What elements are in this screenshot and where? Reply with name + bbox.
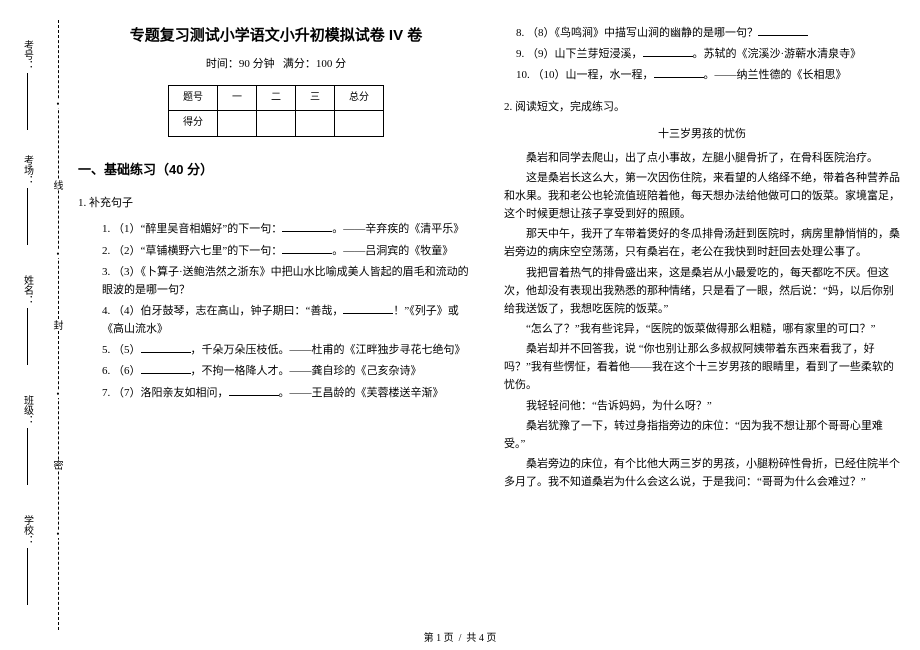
list-item: 2. （2）“草铺横野六七里”的下一句：。——吕洞宾的《牧童》: [102, 242, 474, 260]
field-label: 姓名：: [20, 275, 35, 305]
passage-paragraph: 桑岩旁边的床位，有个比他大两三岁的男孩，小腿粉碎性骨折，已经住院半个多月了。我不…: [504, 455, 900, 491]
cut-label-2: 封: [52, 320, 64, 330]
question-label: 2. 阅读短文，完成练习。: [504, 98, 900, 116]
blank-line: [643, 45, 693, 57]
list-item: 9. （9）山下兰芽短浸溪，。苏轼的《浣溪沙·游蕲水清泉寺》: [516, 45, 900, 63]
passage-paragraph: “怎么了？”我有些诧异，“医院的饭菜做得那么粗糙，哪有家里的可口？”: [504, 320, 900, 338]
blank-line: [141, 362, 191, 374]
field-line: [27, 73, 28, 130]
blank-line: [654, 66, 704, 78]
column-right: 8. （8）《鸟鸣涧》中描写山涧的幽静的是哪一句？ 9. （9）山下兰芽短浸溪，…: [504, 24, 900, 620]
score-header-cell: 二: [257, 85, 296, 111]
score-row-label: 得分: [169, 111, 218, 137]
paper-subtitle: 时间：90 分钟 满分：100 分: [78, 55, 474, 73]
list-item: 6. （6），不拘一格降人才。——龚自珍的《己亥杂诗》: [102, 362, 474, 380]
item-text: （10）山一程，水一程，。——纳兰性德的《长相思》: [533, 69, 847, 81]
item-text: （9）山下兰芽短浸溪，。苏轼的《浣溪沙·游蕲水清泉寺》: [527, 48, 861, 60]
score-header-cell: 题号: [169, 85, 218, 111]
score-table: 题号 一 二 三 总分 得分: [168, 85, 384, 137]
field-line: [27, 548, 28, 605]
page-current: 第 1 页: [424, 633, 454, 644]
list-item: 7. （7）洛阳亲友如相问，。——王昌龄的《芙蓉楼送辛渐》: [102, 384, 474, 402]
blank-line: [229, 384, 279, 396]
field-line: [27, 188, 28, 245]
item-text: （3）《卜算子·送鲍浩然之浙东》中把山水比喻成美人皆起的眉毛和流动的眼波的是哪一…: [102, 266, 469, 296]
passage-paragraph: 我轻轻问他：“告诉妈妈，为什么呀？”: [504, 397, 900, 415]
score-header-cell: 总分: [335, 85, 384, 111]
full-score: 满分：100 分: [283, 58, 346, 70]
score-cell: [257, 111, 296, 137]
item-text: （6），不拘一格降人才。——龚自珍的《己亥杂诗》: [113, 365, 422, 377]
content-columns: 专题复习测试小学语文小升初模拟试卷 IV 卷 时间：90 分钟 满分：100 分…: [78, 0, 900, 620]
blank-line: [758, 24, 808, 36]
item-text: （2）“草铺横野六七里”的下一句：。——吕洞宾的《牧童》: [113, 245, 453, 257]
paper-title: 专题复习测试小学语文小升初模拟试卷 IV 卷: [78, 24, 474, 49]
cut-dot: •: [54, 390, 62, 398]
table-row: 题号 一 二 三 总分: [169, 85, 384, 111]
table-row: 得分: [169, 111, 384, 137]
passage-paragraph: 桑岩却并不回答我，说 “你也别让那么多叔叔阿姨带着东西来看我了，好吗？”我有些愣…: [504, 340, 900, 394]
field-label: 班级：: [20, 395, 35, 425]
blank-line: [141, 341, 191, 353]
time-limit: 时间：90 分钟: [206, 58, 275, 70]
column-left: 专题复习测试小学语文小升初模拟试卷 IV 卷 时间：90 分钟 满分：100 分…: [78, 24, 474, 620]
passage-paragraph: 我把冒着热气的排骨盛出来，这是桑岩从小最爱吃的，每天都吃不厌。但这次，他却没有表…: [504, 264, 900, 318]
cut-label-1: 线: [52, 180, 64, 190]
score-header-cell: 一: [218, 85, 257, 111]
field-class: 班级：: [8, 395, 46, 485]
blank-line: [282, 220, 332, 232]
item-text: （5），千朵万朵压枝低。——杜甫的《江畔独步寻花七绝句》: [113, 344, 466, 356]
list-item: 1. （1）“醉里吴音相媚好”的下一句：。——辛弃疾的《清平乐》: [102, 220, 474, 238]
section-heading: 一、基础练习（40 分）: [78, 159, 474, 180]
cut-label-3: 密: [52, 460, 64, 470]
score-header-cell: 三: [296, 85, 335, 111]
field-school: 学校：: [8, 515, 46, 605]
list-item: 5. （5），千朵万朵压枝低。——杜甫的《江畔独步寻花七绝句》: [102, 341, 474, 359]
page-total: 共 4 页: [466, 633, 496, 644]
question-label: 1. 补充句子: [78, 194, 474, 212]
field-label: 学校：: [20, 515, 35, 545]
item-text: （8）《鸟鸣涧》中描写山涧的幽静的是哪一句？: [527, 27, 808, 39]
list-item: 8. （8）《鸟鸣涧》中描写山涧的幽静的是哪一句？: [516, 24, 900, 42]
page-footer: 第 1 页 / 共 4 页: [0, 629, 920, 644]
list-item: 4. （4）伯牙鼓琴，志在高山，钟子期曰：“善哉，！”《列子》或《高山流水》: [102, 302, 474, 338]
field-name: 姓名：: [8, 275, 46, 365]
item-text: （4）伯牙鼓琴，志在高山，钟子期曰：“善哉，！”《列子》或《高山流水》: [102, 305, 459, 335]
field-line: [27, 428, 28, 485]
passage-paragraph: 那天中午，我开了车带着煲好的冬瓜排骨汤赶到医院时，病房里静悄悄的，桑岩旁边的病床…: [504, 225, 900, 261]
passage-title: 十三岁男孩的忧伤: [504, 125, 900, 143]
binding-margin: 线 封 密 • • • • 考号： 考场： 姓名： 班级： 学校：: [0, 0, 72, 650]
cut-dot: •: [54, 100, 62, 108]
passage-paragraph: 这是桑岩长这么大，第一次因伤住院，来看望的人络绎不绝，带着各种营养品和水果。我和…: [504, 169, 900, 223]
cut-dot: •: [54, 250, 62, 258]
passage-paragraph: 桑岩犹豫了一下，转过身指指旁边的床位：“因为我不想让那个哥哥心里难受。”: [504, 417, 900, 453]
score-cell: [218, 111, 257, 137]
item-text: （1）“醉里吴音相媚好”的下一句：。——辛弃疾的《清平乐》: [113, 223, 464, 235]
field-label: 考场：: [20, 155, 35, 185]
item-text: （7）洛阳亲友如相问，。——王昌龄的《芙蓉楼送辛渐》: [113, 387, 444, 399]
subitem-list-continued: 8. （8）《鸟鸣涧》中描写山涧的幽静的是哪一句？ 9. （9）山下兰芽短浸溪，…: [504, 24, 900, 84]
blank-line: [282, 242, 332, 254]
score-cell: [296, 111, 335, 137]
field-exam-number: 考号：: [8, 40, 46, 130]
field-exam-room: 考场：: [8, 155, 46, 245]
blank-line: [343, 302, 393, 314]
subitem-list: 1. （1）“醉里吴音相媚好”的下一句：。——辛弃疾的《清平乐》 2. （2）“…: [78, 220, 474, 401]
score-cell: [335, 111, 384, 137]
field-label: 考号：: [20, 40, 35, 70]
cut-dot: •: [54, 530, 62, 538]
passage-paragraph: 桑岩和同学去爬山，出了点小事故，左腿小腿骨折了，在骨科医院治疗。: [504, 149, 900, 167]
list-item: 10. （10）山一程，水一程，。——纳兰性德的《长相思》: [516, 66, 900, 84]
field-line: [27, 308, 28, 365]
list-item: 3. （3）《卜算子·送鲍浩然之浙东》中把山水比喻成美人皆起的眉毛和流动的眼波的…: [102, 263, 474, 299]
